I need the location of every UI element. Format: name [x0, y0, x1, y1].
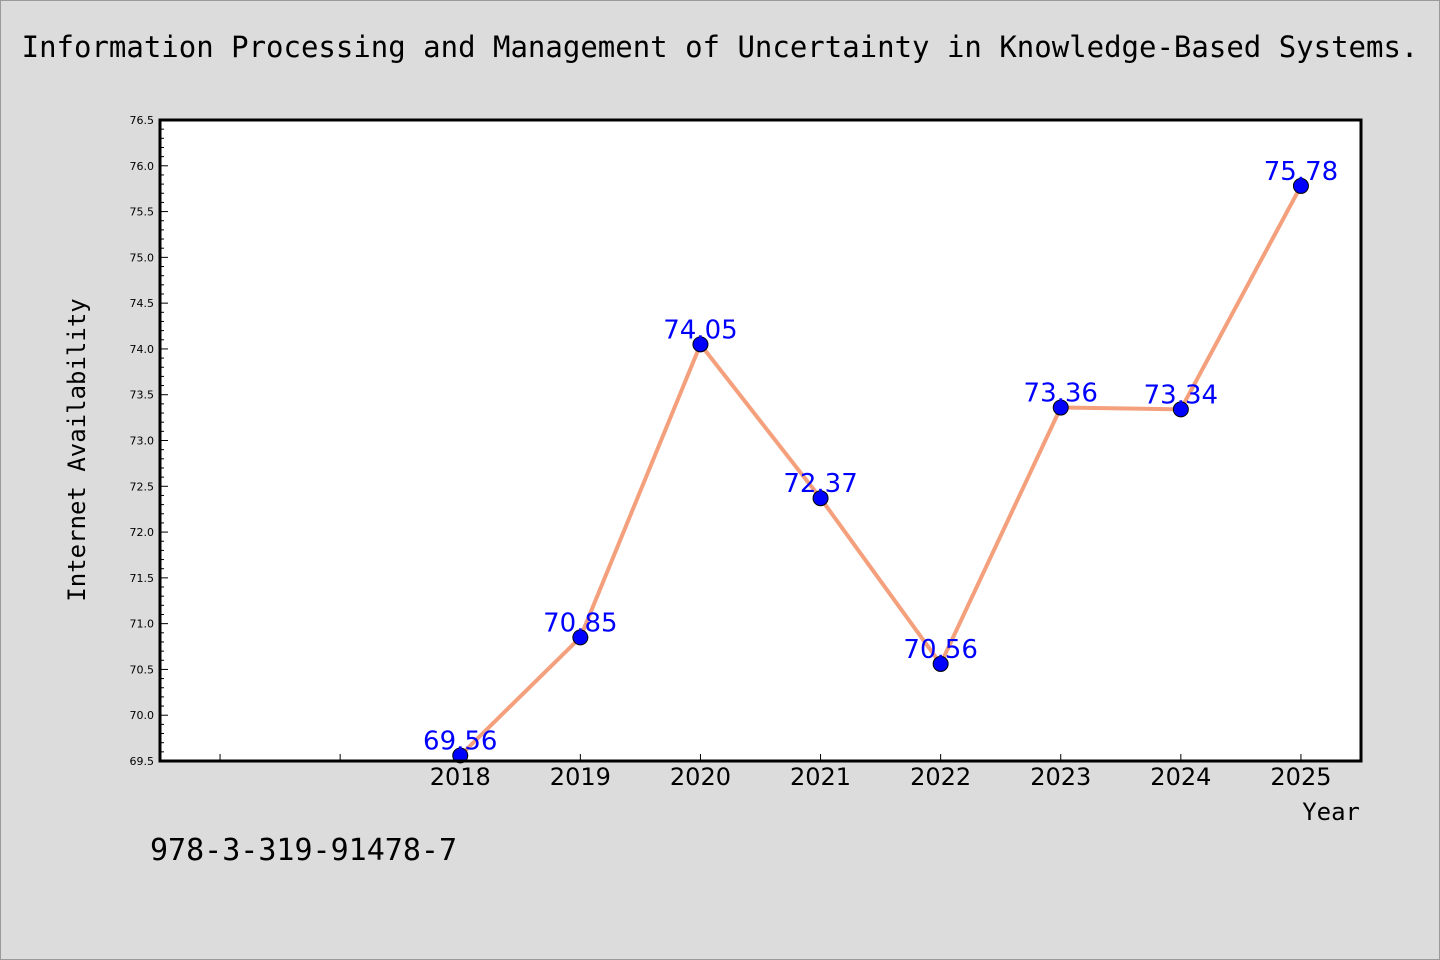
series-line — [458, 183, 1303, 758]
data-point — [692, 336, 709, 353]
y-tick-label: 71.5 — [130, 572, 155, 585]
y-tick-label: 69.5 — [130, 755, 155, 768]
y-tick-label: 75.0 — [130, 251, 155, 264]
data-point — [572, 629, 589, 646]
y-tick-label: 70.5 — [130, 663, 155, 676]
data-point — [932, 655, 949, 672]
data-point — [452, 747, 469, 764]
data-point — [1172, 401, 1189, 418]
x-tick-label: 2023 — [1030, 763, 1091, 791]
isbn-text: 978-3-319-91478-7 — [150, 833, 458, 868]
y-axis-title: Internet Availability — [63, 298, 91, 601]
series-layer: 69.56 70.85 74.05 72.37 70.56 73.36 73.34 75.78 — [423, 157, 1338, 764]
x-tick-label: 2024 — [1150, 763, 1211, 791]
x-tick-label: 2020 — [670, 763, 731, 791]
data-label: 73.34 — [1144, 380, 1218, 410]
data-label: 74.05 — [663, 315, 737, 345]
plot-area — [160, 120, 1361, 761]
data-point — [812, 490, 829, 507]
data-point — [1052, 399, 1069, 416]
data-label: 69.56 — [423, 727, 497, 757]
y-axis-ticks: 69.5 70.0 70.5 71.0 71.5 72.0 72.5 73.0 73.5 74.0… — [130, 114, 168, 768]
chart-title: Information Processing and Management of… — [21, 30, 1419, 64]
y-tick-label: 71.0 — [130, 618, 155, 631]
data-point — [1292, 177, 1309, 194]
y-tick-label: 72.5 — [130, 480, 155, 493]
data-label: 75.78 — [1264, 157, 1338, 187]
x-tick-label: 2018 — [430, 763, 491, 791]
x-tick-label: 2025 — [1270, 763, 1331, 791]
y-tick-label: 76.5 — [130, 114, 155, 127]
x-tick-label: 2021 — [790, 763, 851, 791]
data-label: 73.36 — [1024, 379, 1098, 409]
plot-border — [158, 118, 1363, 763]
y-tick-label: 70.0 — [130, 709, 155, 722]
data-label: 72.37 — [783, 469, 857, 499]
x-tick-label: 2019 — [550, 763, 611, 791]
y-tick-label: 76.0 — [130, 160, 155, 173]
y-tick-label: 72.0 — [130, 526, 155, 539]
x-axis-ticks: 2018 2019 2020 2021 2022 2023 2024 2025 — [219, 754, 1331, 791]
y-tick-label: 74.0 — [130, 343, 155, 356]
data-label: 70.85 — [543, 608, 617, 638]
x-tick-label: 2022 — [910, 763, 971, 791]
y-tick-label: 75.5 — [130, 206, 155, 219]
x-axis-title: Year — [1302, 798, 1360, 826]
y-tick-label: 73.0 — [130, 435, 155, 448]
y-tick-label: 73.5 — [130, 389, 155, 402]
data-label: 70.56 — [903, 635, 977, 665]
y-tick-label: 74.5 — [130, 297, 155, 310]
